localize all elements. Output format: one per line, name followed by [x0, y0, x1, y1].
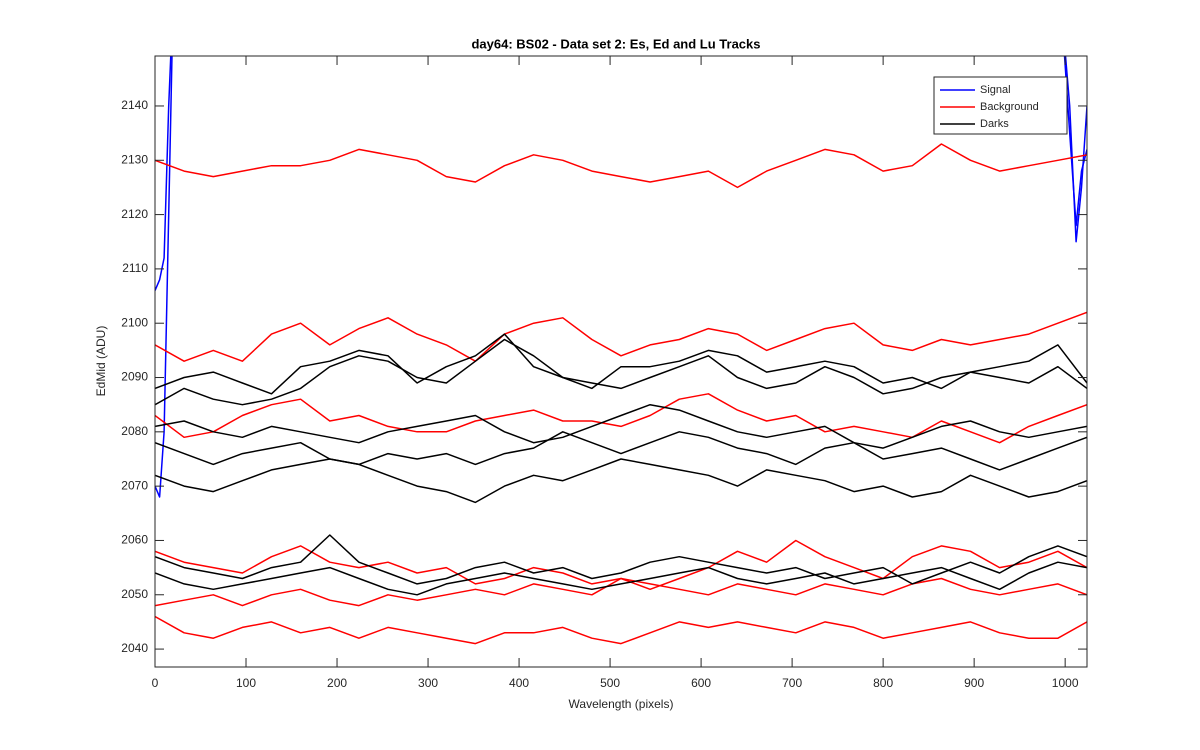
y-tick-label: 2050 — [121, 587, 148, 601]
data-line — [155, 534, 1087, 585]
y-tick-label: 2040 — [121, 641, 148, 655]
legend-label: Background — [980, 101, 1039, 113]
y-tick-label: 2130 — [121, 152, 148, 166]
data-line — [155, 393, 1087, 444]
data-line — [155, 615, 1087, 645]
axes-box — [154, 55, 1088, 668]
data-line — [155, 338, 1087, 406]
legend-label: Darks — [980, 118, 1009, 130]
data-line — [155, 403, 1087, 449]
x-tick-label: 1000 — [1052, 676, 1079, 690]
x-tick-label: 0 — [152, 676, 159, 690]
x-tick-label: 800 — [873, 676, 893, 690]
y-tick-label: 2090 — [121, 370, 148, 384]
x-tick-label: 300 — [418, 676, 438, 690]
x-axis-label: Wavelength (pixels) — [569, 697, 674, 711]
data-line — [155, 333, 1087, 395]
x-tick-label: 600 — [691, 676, 711, 690]
y-tick-label: 2070 — [121, 478, 148, 492]
x-tick-label: 900 — [964, 676, 984, 690]
y-tick-label: 2120 — [121, 207, 148, 221]
y-tick-label: 2060 — [121, 533, 148, 547]
data-line — [155, 143, 1087, 189]
data-line — [155, 431, 1087, 471]
y-tick-label: 2140 — [121, 98, 148, 112]
plot-lines — [155, 56, 1087, 645]
x-tick-label: 500 — [600, 676, 620, 690]
data-line — [155, 561, 1087, 596]
y-tick-label: 2110 — [122, 261, 148, 275]
x-tick-label: 400 — [509, 676, 529, 690]
data-line — [155, 577, 1087, 607]
x-tick-label: 200 — [327, 676, 347, 690]
x-tick-label: 100 — [236, 676, 256, 690]
plot-area — [155, 56, 1087, 667]
x-tick-label: 700 — [782, 676, 802, 690]
y-axis-label: EdMid (ADU) — [94, 326, 108, 397]
y-tick-label: 2100 — [121, 315, 148, 329]
chart-title: day64: BS02 - Data set 2: Es, Ed and Lu … — [471, 36, 760, 51]
legend-label: Signal — [980, 84, 1011, 96]
y-tick-label: 2080 — [121, 424, 148, 438]
data-line — [155, 311, 1087, 362]
data-line — [155, 458, 1087, 504]
